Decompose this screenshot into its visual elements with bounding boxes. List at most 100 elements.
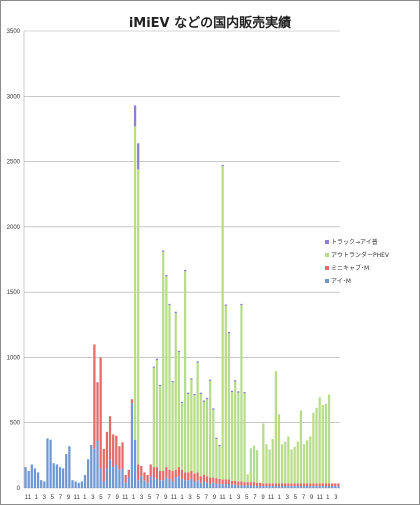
bar-segment bbox=[309, 483, 312, 487]
bar-segment bbox=[171, 380, 174, 383]
bar-segment bbox=[180, 469, 184, 479]
bar-segment bbox=[227, 484, 231, 488]
bar-segment bbox=[124, 482, 127, 488]
bar-segment bbox=[280, 486, 284, 488]
y-axis-ticks: 0 500 1000 1500 2000 2500 3000 3500 bbox=[7, 29, 21, 492]
bar-segment bbox=[199, 392, 202, 394]
x-tick-label: 3 bbox=[91, 495, 95, 501]
bar-segment bbox=[174, 477, 177, 488]
bar-segment bbox=[143, 480, 146, 488]
bar-segment bbox=[202, 401, 206, 475]
bar-segment bbox=[33, 468, 37, 488]
bar-segment bbox=[71, 480, 74, 488]
bar-segment bbox=[112, 434, 115, 468]
bar-segment bbox=[180, 478, 184, 488]
bar-segment bbox=[171, 481, 174, 488]
bar-segment bbox=[227, 479, 231, 485]
bar-segment bbox=[299, 483, 303, 487]
bar-segment bbox=[77, 482, 80, 488]
x-tick-label: 3 bbox=[334, 495, 338, 501]
bar-segment bbox=[268, 486, 271, 488]
bar-segment bbox=[193, 395, 196, 474]
bar-segment bbox=[137, 464, 140, 481]
x-tick-label: 9 bbox=[261, 495, 265, 501]
x-tick-label: 11 bbox=[122, 495, 129, 501]
bar-segment bbox=[196, 362, 199, 473]
bar-segment bbox=[255, 486, 259, 488]
y-tick-label: 1500 bbox=[7, 290, 21, 296]
bar-segment bbox=[168, 305, 171, 470]
bar-segment bbox=[137, 480, 140, 488]
bar-segment bbox=[246, 485, 249, 488]
bar-segment bbox=[174, 311, 177, 314]
bar-segment bbox=[249, 485, 252, 488]
bar-segment bbox=[196, 472, 199, 481]
bar-segment bbox=[227, 331, 231, 334]
bar-segment bbox=[334, 486, 337, 488]
bar-segment bbox=[180, 403, 184, 470]
bar-segment bbox=[327, 486, 331, 488]
x-tick-label: 7 bbox=[205, 495, 209, 501]
bar-segment bbox=[277, 483, 281, 487]
bar-segment bbox=[143, 472, 146, 481]
bar-segment bbox=[252, 445, 256, 483]
bar-segment bbox=[152, 477, 155, 488]
bar-segment bbox=[337, 486, 340, 488]
bar-segment bbox=[265, 483, 268, 487]
bar-segment bbox=[318, 486, 321, 488]
bar-segment bbox=[121, 468, 124, 488]
bar-stacks bbox=[24, 105, 340, 488]
bar-segment bbox=[46, 438, 49, 488]
bar-segment bbox=[246, 474, 249, 483]
x-tick-label: 7 bbox=[302, 495, 306, 501]
bar-segment bbox=[230, 480, 234, 485]
bar-segment bbox=[284, 483, 287, 487]
bar-segment bbox=[284, 441, 287, 484]
bar-segment bbox=[49, 439, 52, 488]
legend-swatch bbox=[325, 279, 329, 283]
bar-segment bbox=[221, 484, 224, 488]
x-tick-label: 5 bbox=[197, 495, 201, 501]
bar-segment bbox=[52, 463, 55, 488]
bar-segment bbox=[331, 486, 334, 488]
legend-swatch bbox=[325, 253, 329, 257]
bar-segment bbox=[118, 469, 121, 488]
bar-segment bbox=[318, 483, 321, 487]
bar-segment bbox=[209, 379, 212, 381]
bar-segment bbox=[202, 400, 206, 402]
bar-segment bbox=[246, 482, 249, 486]
bar-segment bbox=[108, 416, 112, 460]
bar-segment bbox=[324, 403, 328, 484]
bar-segment bbox=[293, 486, 296, 488]
bar-segment bbox=[171, 382, 174, 472]
x-tick-label: 9 bbox=[164, 495, 168, 501]
bar-segment bbox=[212, 477, 215, 483]
bar-segment bbox=[115, 464, 118, 488]
bar-segment bbox=[230, 484, 234, 488]
bar-segment bbox=[215, 439, 218, 479]
bar-segment bbox=[155, 360, 159, 468]
bar-segment bbox=[74, 481, 77, 488]
bar-segment bbox=[184, 480, 187, 488]
bar-segment bbox=[243, 393, 246, 483]
bar-segment bbox=[168, 303, 171, 306]
bar-segment bbox=[190, 379, 193, 472]
bar-segment bbox=[30, 464, 33, 488]
bar-segment bbox=[212, 408, 215, 410]
x-tick-label: 3 bbox=[140, 495, 144, 501]
bar-segment bbox=[230, 392, 234, 481]
chart-title: iMiEV などの国内販売実績 bbox=[128, 16, 292, 31]
bar-segment bbox=[168, 478, 171, 488]
bar-segment bbox=[177, 467, 180, 477]
x-tick-label: 3 bbox=[237, 495, 241, 501]
bar-segment bbox=[224, 479, 227, 485]
bar-segment bbox=[102, 448, 105, 482]
legend-label: トラック→アイ普 bbox=[331, 238, 378, 246]
x-tick-label: 3 bbox=[43, 495, 47, 501]
bar-segment bbox=[290, 483, 293, 487]
x-tick-label: 11 bbox=[317, 495, 324, 501]
bar-segment bbox=[237, 481, 240, 486]
bar-segment bbox=[24, 467, 27, 488]
bar-segment bbox=[209, 380, 212, 478]
